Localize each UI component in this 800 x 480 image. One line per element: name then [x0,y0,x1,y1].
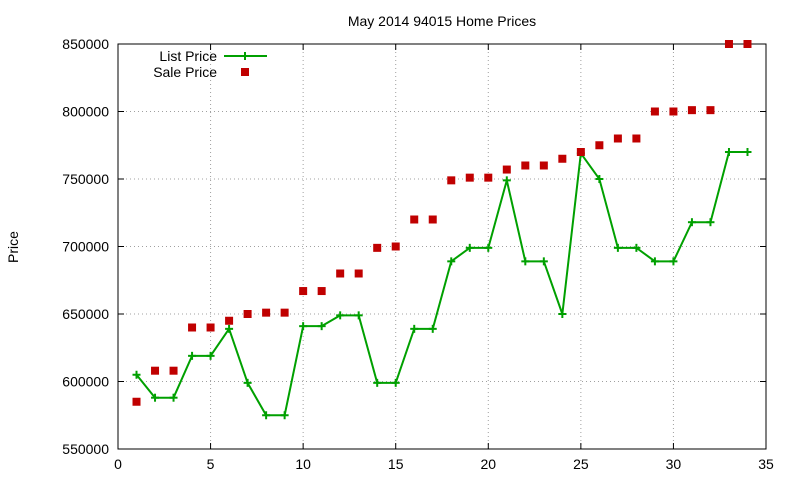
list-price-point [243,378,252,387]
list-price-point [687,218,696,227]
sale-price-point [521,161,530,170]
legend-marker [241,68,249,76]
list-price-point [169,393,178,402]
list-price-point [502,176,511,185]
sale-price-point [650,107,659,116]
sale-price-point [502,165,511,174]
sale-price-point [595,141,604,150]
gridlines [118,44,766,449]
sale-price-point [391,242,400,251]
x-tick-label: 5 [207,456,215,472]
list-price-point [151,393,160,402]
series-sale-price [132,40,752,406]
x-tick-label: 0 [114,456,122,472]
sale-price-point [428,215,437,224]
x-tick-label: 35 [758,456,774,472]
sale-price-point [410,215,419,224]
sale-price-point [724,40,733,48]
sale-price-point [743,40,752,48]
sale-price-point [373,243,382,252]
list-price-point [484,243,493,252]
sale-price-point [243,310,252,318]
sale-price-point [687,106,696,115]
list-price-point [132,370,141,379]
sale-price-point [280,308,289,317]
sale-price-point [484,173,493,182]
sale-price-point [613,134,622,143]
x-tick-label: 15 [388,456,404,472]
sale-price-point [132,397,141,406]
list-price-point [706,218,715,227]
sale-price-point [169,366,178,375]
x-tick-label: 10 [295,456,311,472]
list-price-point [336,311,345,320]
list-price-point [521,257,530,266]
sale-price-point [299,287,308,296]
series-list-price [132,148,752,420]
chart-title: May 2014 94015 Home Prices [348,13,536,29]
sale-price-point [465,173,474,182]
list-price-point [539,257,548,266]
list-price-point [373,378,382,387]
list-price-point [595,175,604,183]
sale-price-point [336,269,345,278]
y-tick-label: 750000 [62,171,109,187]
list-price-point [188,351,197,360]
y-tick-label: 550000 [62,441,109,457]
list-price-point [669,257,678,266]
axis-ticks: 0 5 10 15 20 25 30 35 550000 600000 650000 700000 75… [62,36,774,472]
list-price-point [465,243,474,252]
list-price-point [225,324,234,333]
x-tick-label: 30 [666,456,682,472]
sale-price-point [669,107,678,116]
list-price-line [135,150,748,417]
list-price-point [613,243,622,252]
y-tick-label: 800000 [62,104,109,120]
list-price-point [391,378,400,387]
y-axis-label: Price [5,231,21,263]
list-price-point [354,311,363,320]
list-price-point [724,148,733,156]
x-tick-label: 25 [573,456,589,472]
sale-price-point [632,134,641,143]
y-tick-label: 700000 [62,239,109,255]
list-price-point [650,257,659,266]
sale-price-point [576,148,585,156]
sale-price-point [262,308,271,317]
series-layer [132,40,752,420]
sale-price-point [188,323,197,332]
legend-label: Sale Price [153,64,217,80]
y-tick-label: 650000 [62,306,109,322]
x-tick-label: 20 [480,456,496,472]
sale-price-point [706,106,715,115]
list-price-point [317,322,326,331]
legend-label: List Price [159,48,217,64]
list-price-point [206,351,215,360]
sale-price-point [354,269,363,278]
sale-price-point [558,154,567,163]
list-price-point [428,324,437,333]
sale-price-point [447,176,456,185]
list-price-point [743,148,752,156]
list-price-point [410,324,419,333]
sale-price-point [317,287,326,296]
list-price-point [632,243,641,252]
y-tick-label: 850000 [62,36,109,52]
sale-price-point [151,366,160,375]
y-tick-label: 600000 [62,374,109,390]
list-price-point [558,310,567,318]
legend-marker [241,52,249,60]
sale-price-point [225,316,234,325]
sale-price-point [206,323,215,332]
list-price-point [262,411,271,420]
list-price-point [280,411,289,420]
list-price-point [447,257,456,266]
list-price-point [299,322,308,331]
sale-price-point [539,161,548,170]
